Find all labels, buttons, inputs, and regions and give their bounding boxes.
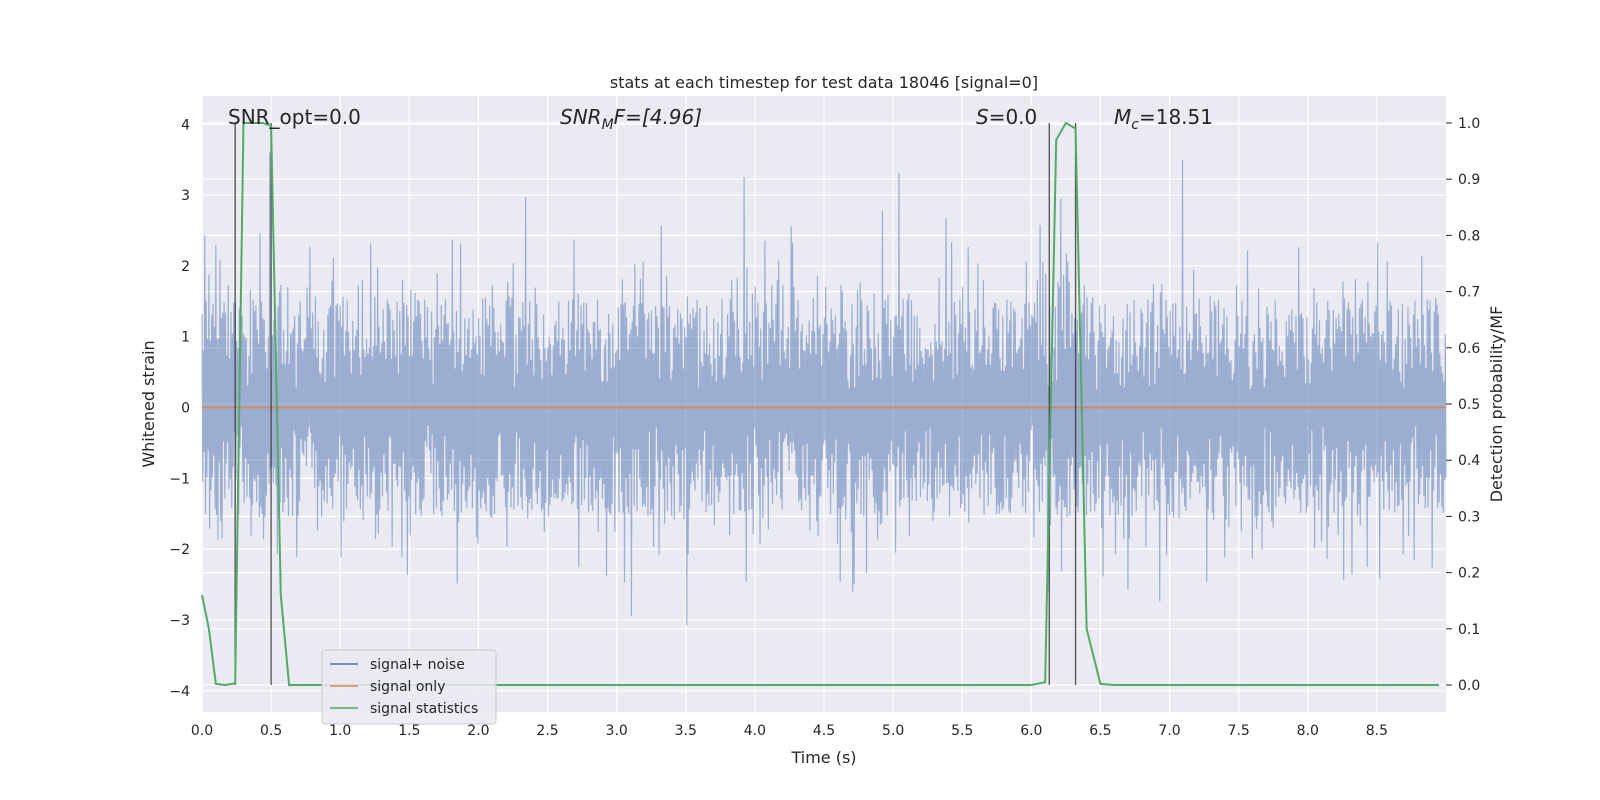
- x-tick-label: 4.5: [813, 723, 835, 739]
- x-tick-label: 1.0: [329, 723, 351, 739]
- y-tick-label: 3: [181, 188, 190, 204]
- x-axis-label: Time (s): [790, 748, 856, 767]
- signal-noise-line: [201, 152, 1447, 626]
- x-tick-label: 5.5: [951, 723, 973, 739]
- x-tick-label: 6.5: [1089, 723, 1111, 739]
- legend-box: [321, 649, 497, 725]
- x-tick-label: 8.0: [1297, 723, 1319, 739]
- x-tick-label: 5.0: [882, 723, 904, 739]
- signal-statistics-line: [201, 121, 1440, 687]
- y-tick-label: −1: [169, 471, 190, 487]
- x-tick-label: 2.0: [467, 723, 489, 739]
- x-tick-label: 7.0: [1158, 723, 1180, 739]
- x-tick-label: 3.5: [675, 723, 697, 739]
- x-tick-label: 0.0: [191, 723, 213, 739]
- x-tick-label: 6.0: [1020, 723, 1042, 739]
- y-tick-label: 4: [181, 117, 190, 133]
- annotation-s-name: S: [976, 105, 989, 129]
- right-tick-label: 0.3: [1458, 509, 1480, 525]
- annotation-snr-mf-name: SNR: [560, 105, 602, 129]
- y-axis-ticks: −4 −3 −2 −1 0 1 2 3 4: [169, 117, 190, 699]
- x-tick-label: 3.0: [606, 723, 628, 739]
- right-tick-label: 0.0: [1458, 678, 1480, 694]
- y-tick-label: 2: [181, 259, 190, 275]
- right-tick-label: 0.8: [1458, 228, 1480, 244]
- annotation-mc: Mc=18.51: [1114, 105, 1213, 133]
- right-tick-label: 1.0: [1458, 116, 1480, 132]
- right-tick-label: 0.6: [1458, 341, 1480, 357]
- right-tick-label: 0.2: [1458, 566, 1480, 582]
- y-tick-label: −2: [169, 542, 190, 558]
- chart-title: stats at each timestep for test data 180…: [610, 73, 1038, 92]
- annotation-mc-sub: c: [1131, 117, 1139, 133]
- annotation-s-rest: =0.0: [989, 105, 1038, 129]
- annotation-s: S=0.0: [976, 105, 1037, 129]
- right-tick-label: 0.5: [1458, 397, 1480, 413]
- right-tick-label: 0.9: [1458, 172, 1480, 188]
- annotation-snr-mf-sub: M: [602, 117, 614, 133]
- x-tick-label: 1.5: [398, 723, 420, 739]
- annotation-snr-mf: SNRMF=[4.96]: [560, 105, 702, 133]
- series-signal-noise: [201, 152, 1447, 626]
- x-tick-label: 2.5: [536, 723, 558, 739]
- x-tick-label: 7.5: [1228, 723, 1250, 739]
- right-tick-label: 0.7: [1458, 285, 1480, 301]
- right-axis-label: Detection probability/MF: [1487, 306, 1506, 503]
- legend-label-signal-noise: signal+ noise: [370, 657, 465, 673]
- series-signal-statistics: [201, 121, 1440, 687]
- x-tick-label: 4.0: [744, 723, 766, 739]
- y-tick-label: −4: [169, 684, 190, 700]
- right-tick-label: 0.4: [1458, 453, 1480, 469]
- legend: signal+ noise signal only signal statist…: [321, 649, 497, 725]
- x-axis-ticks: 0.0 0.5 1.0 1.5 2.0 2.5 3.0 3.5 4.0 4.5 5.0 5.5 6.0 6…: [191, 723, 1388, 739]
- annotation-mc-name: M: [1114, 105, 1131, 129]
- vertical-markers: [234, 122, 1077, 686]
- y-axis-label: Whitened strain: [139, 340, 158, 467]
- right-tick-label: 0.1: [1458, 622, 1480, 638]
- annotation-snr-mf-rest: F=[4.96]: [614, 105, 702, 129]
- legend-label-signal-statistics: signal statistics: [370, 701, 478, 717]
- right-axis-ticks: 0.0 0.1 0.2 0.3 0.4 0.5 0.6 0.7 0.8 0.9 1.0: [1446, 116, 1480, 694]
- y-tick-label: 0: [181, 401, 190, 417]
- y-tick-label: −3: [169, 613, 190, 629]
- y-tick-label: 1: [181, 330, 190, 346]
- annotation-mc-rest: =18.51: [1139, 105, 1213, 129]
- x-tick-label: 8.5: [1366, 723, 1388, 739]
- annotation-snr-opt: SNR_opt=0.0: [228, 105, 361, 129]
- legend-label-signal-only: signal only: [370, 679, 445, 695]
- x-tick-label: 0.5: [260, 723, 282, 739]
